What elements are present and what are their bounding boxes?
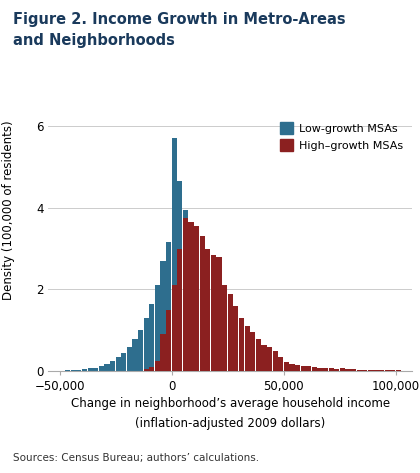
Bar [116,357,121,371]
Legend: Low-growth MSAs, High–growth MSAs: Low-growth MSAs, High–growth MSAs [276,119,406,154]
Bar [172,285,177,371]
Bar [205,341,210,371]
Bar [222,364,227,371]
Bar [239,318,244,371]
Bar [205,248,210,371]
Bar [273,351,278,371]
Bar [183,218,188,371]
Bar [211,254,216,371]
Text: Figure 2. Income Growth in Metro-Areas: Figure 2. Income Growth in Metro-Areas [13,12,345,27]
Bar [301,366,306,371]
Bar [194,318,199,371]
Bar [65,370,70,371]
Bar [328,368,334,371]
Text: and Neighborhoods: and Neighborhoods [13,33,174,48]
Bar [239,370,244,371]
Bar [323,368,328,371]
Bar [200,328,205,371]
Bar [295,365,300,371]
Bar [396,370,401,371]
Bar [93,368,98,371]
Bar [121,353,126,371]
Bar [110,361,115,371]
Bar [87,368,93,371]
Bar [166,242,171,371]
Text: Change in neighborhood’s average household income: Change in neighborhood’s average househo… [71,397,390,410]
Bar [289,364,294,371]
Bar [76,370,81,371]
Bar [138,330,143,371]
Bar [211,351,216,371]
Bar [216,358,222,371]
Bar [71,370,76,371]
Bar [250,333,255,371]
Bar [244,370,249,371]
Bar [189,248,194,371]
Bar [155,361,160,371]
Bar [312,367,317,371]
Text: Density (100,000 of residents): Density (100,000 of residents) [2,121,15,300]
Bar [385,370,390,371]
Bar [373,370,379,371]
Bar [189,222,194,371]
Bar [144,318,149,371]
Bar [368,370,373,371]
Bar [234,306,239,371]
Bar [127,347,132,371]
Bar [194,226,199,371]
Bar [357,370,362,371]
Bar [278,357,284,371]
Bar [149,367,155,371]
Bar [216,257,222,371]
Bar [149,304,155,371]
Bar [351,369,356,371]
Bar [340,368,345,371]
Bar [99,366,104,371]
Bar [256,339,261,371]
Bar [267,347,272,371]
Bar [379,370,384,371]
Bar [132,340,138,371]
Bar [228,367,233,371]
Bar [155,285,160,371]
Bar [228,294,233,371]
Bar [172,138,177,371]
Bar [390,370,396,371]
Bar [284,362,289,371]
Bar [334,369,339,371]
Bar [306,367,311,371]
Bar [166,310,171,371]
Bar [183,210,188,371]
Bar [200,236,205,371]
Bar [177,181,182,371]
Text: (inflation-adjusted 2009 dollars): (inflation-adjusted 2009 dollars) [135,417,325,430]
Bar [244,326,249,371]
Bar [222,285,227,371]
Bar [160,261,165,371]
Bar [104,364,110,371]
Text: Sources: Census Bureau; authors’ calculations.: Sources: Census Bureau; authors’ calcula… [13,453,259,463]
Bar [160,334,165,371]
Bar [362,370,368,371]
Bar [177,248,182,371]
Bar [144,369,149,371]
Bar [261,345,267,371]
Bar [345,369,351,371]
Bar [234,369,239,371]
Bar [82,369,87,371]
Bar [318,368,323,371]
